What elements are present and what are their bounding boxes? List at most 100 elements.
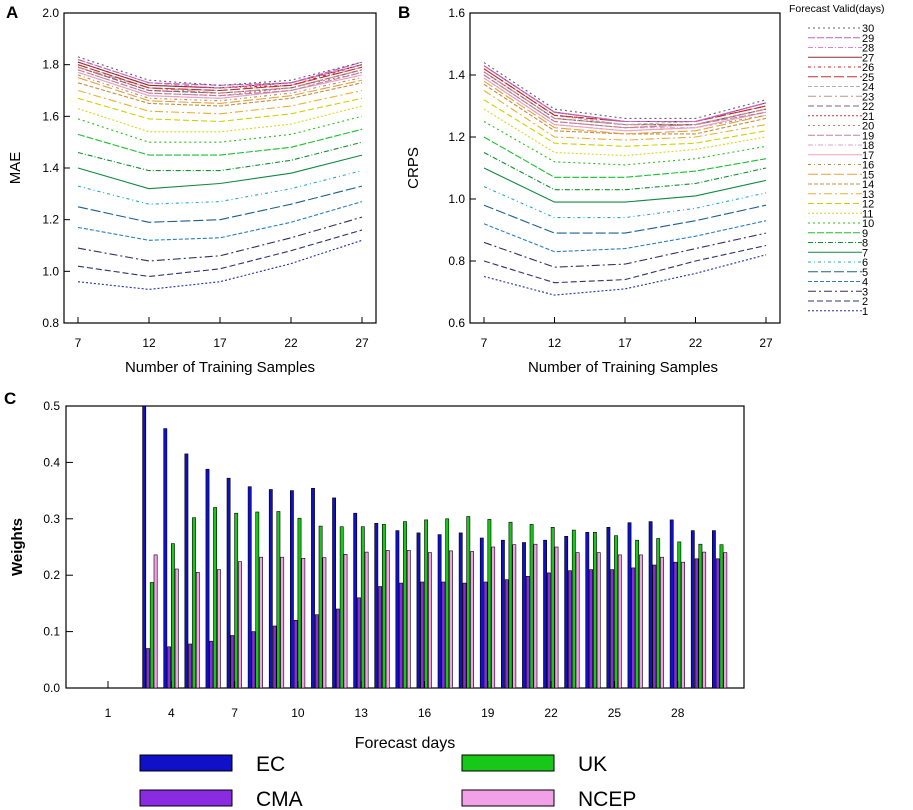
forecast-valid-legend: Forecast Valid(days) 3029282726252423222… [789, 3, 885, 318]
series-line-day-1 [77, 239, 363, 290]
bar-uk-day-22 [550, 526, 555, 689]
crps-y-axis-label: CRPS [405, 147, 422, 189]
bar-ec-day-14 [374, 522, 379, 689]
bar-uk-day-26 [635, 539, 640, 689]
series-line-day-21 [483, 71, 767, 126]
bar-uk-day-11 [318, 525, 323, 689]
series-line-day-6 [483, 186, 767, 219]
series-line-day-13 [77, 89, 363, 115]
legend-label-day-25: 25 [862, 72, 874, 84]
legend-label-day-7: 7 [862, 247, 868, 259]
bar-ec-day-4 [163, 428, 168, 689]
bar-ncep-day-8 [259, 556, 264, 689]
bar-ec-day-29 [690, 530, 695, 689]
legend-title: Forecast Valid(days) [789, 3, 885, 15]
series-line-day-11 [77, 105, 363, 133]
x-tick-label: 22 [544, 706, 558, 720]
series-line-day-9 [77, 128, 363, 156]
crps-panel: 0.6 0.8 1.0 1.2 1.4 1.6 7 12 17 22 27 CRPS Number… [405, 6, 781, 376]
legend-label-day-16: 16 [862, 160, 874, 172]
weights-bars-group [142, 405, 728, 689]
bar-cma-day-5 [188, 643, 193, 689]
bar-cma-day-8 [251, 631, 256, 689]
bar-uk-day-13 [360, 526, 365, 689]
legend-items: 3029282726252423222120191817161514131211… [808, 23, 874, 318]
x-tick-label: 7 [481, 336, 488, 350]
bar-ec-day-8 [247, 486, 252, 689]
legend-label-day-4: 4 [862, 277, 868, 289]
bar-cma-day-14 [378, 586, 383, 689]
bar-ncep-day-17 [449, 550, 453, 689]
series-line-day-4 [77, 201, 363, 241]
legend-swatch-cma [139, 789, 233, 807]
mae-series-group [77, 56, 363, 290]
legend-label-day-1: 1 [862, 306, 868, 318]
series-line-day-13 [483, 90, 767, 141]
legend-label-day-17: 17 [862, 150, 874, 162]
bar-ncep-day-11 [322, 557, 327, 689]
bar-uk-day-8 [255, 511, 260, 689]
bar-cma-day-23 [568, 570, 572, 689]
bar-cma-day-24 [589, 569, 594, 689]
bar-ncep-day-29 [702, 551, 707, 689]
bar-ec-day-7 [226, 477, 231, 689]
series-line-day-10 [77, 115, 363, 143]
x-tick-label: 19 [481, 706, 495, 720]
legend-label-day-20: 20 [862, 121, 874, 133]
model-legend: EC UK CMA NCEP [139, 753, 636, 810]
legend-label-day-5: 5 [862, 267, 868, 279]
bar-uk-day-17 [445, 518, 450, 689]
bar-ec-day-28 [669, 519, 674, 689]
bar-ncep-day-30 [723, 552, 728, 689]
series-line-day-5 [483, 204, 767, 234]
bar-ec-day-10 [289, 490, 294, 689]
bar-ncep-day-9 [280, 556, 285, 689]
bar-ec-day-24 [585, 531, 590, 689]
series-line-day-15 [483, 80, 767, 135]
y-tick-label: 1.0 [42, 264, 59, 278]
y-tick-label: 1.4 [42, 161, 59, 175]
mae-plot-frame [63, 12, 377, 324]
crps-x-axis-label: Number of Training Samples [528, 359, 718, 376]
legend-label-day-12: 12 [862, 199, 874, 211]
bar-ec-day-17 [437, 534, 442, 689]
legend-label-day-13: 13 [862, 189, 874, 201]
legend-label-day-19: 19 [862, 130, 874, 142]
series-line-day-28 [77, 58, 363, 89]
bar-cma-day-3 [146, 648, 150, 689]
series-line-day-30 [483, 62, 767, 119]
bar-cma-day-13 [357, 597, 361, 689]
bar-ncep-day-12 [343, 553, 348, 689]
legend-label-day-28: 28 [862, 43, 874, 55]
bar-uk-day-25 [614, 535, 618, 689]
bar-cma-day-12 [335, 608, 340, 689]
bar-ncep-day-25 [617, 554, 622, 689]
series-line-day-14 [483, 83, 767, 135]
bar-ec-day-15 [395, 530, 400, 689]
bar-cma-day-30 [715, 558, 720, 689]
legend-label-day-29: 29 [862, 33, 874, 45]
x-tick-label: 1 [105, 706, 112, 720]
bar-ncep-day-5 [195, 572, 200, 689]
bar-cma-day-27 [652, 564, 657, 689]
series-line-day-3 [483, 232, 767, 268]
x-tick-label: 10 [291, 706, 305, 720]
series-line-day-25 [77, 64, 363, 92]
bar-uk-day-20 [508, 521, 513, 689]
legend-label-day-15: 15 [862, 169, 874, 181]
bar-ec-day-22 [543, 539, 548, 689]
series-line-day-18 [77, 71, 363, 99]
legend-label-cma: CMA [256, 788, 303, 810]
bar-ncep-day-16 [427, 552, 432, 689]
series-line-day-28 [483, 65, 767, 123]
bar-cma-day-22 [546, 572, 551, 689]
bar-uk-day-9 [276, 511, 281, 689]
y-tick-label: 0.3 [43, 512, 60, 526]
bar-cma-day-21 [525, 575, 530, 689]
bar-cma-day-7 [230, 635, 235, 689]
series-line-day-14 [77, 82, 363, 107]
x-tick-label: 7 [75, 336, 82, 350]
bar-cma-day-4 [167, 646, 172, 689]
weights-x-ticks: 1 4 7 10 13 16 19 22 25 28 [105, 681, 685, 720]
panel-label-c: C [4, 389, 16, 408]
